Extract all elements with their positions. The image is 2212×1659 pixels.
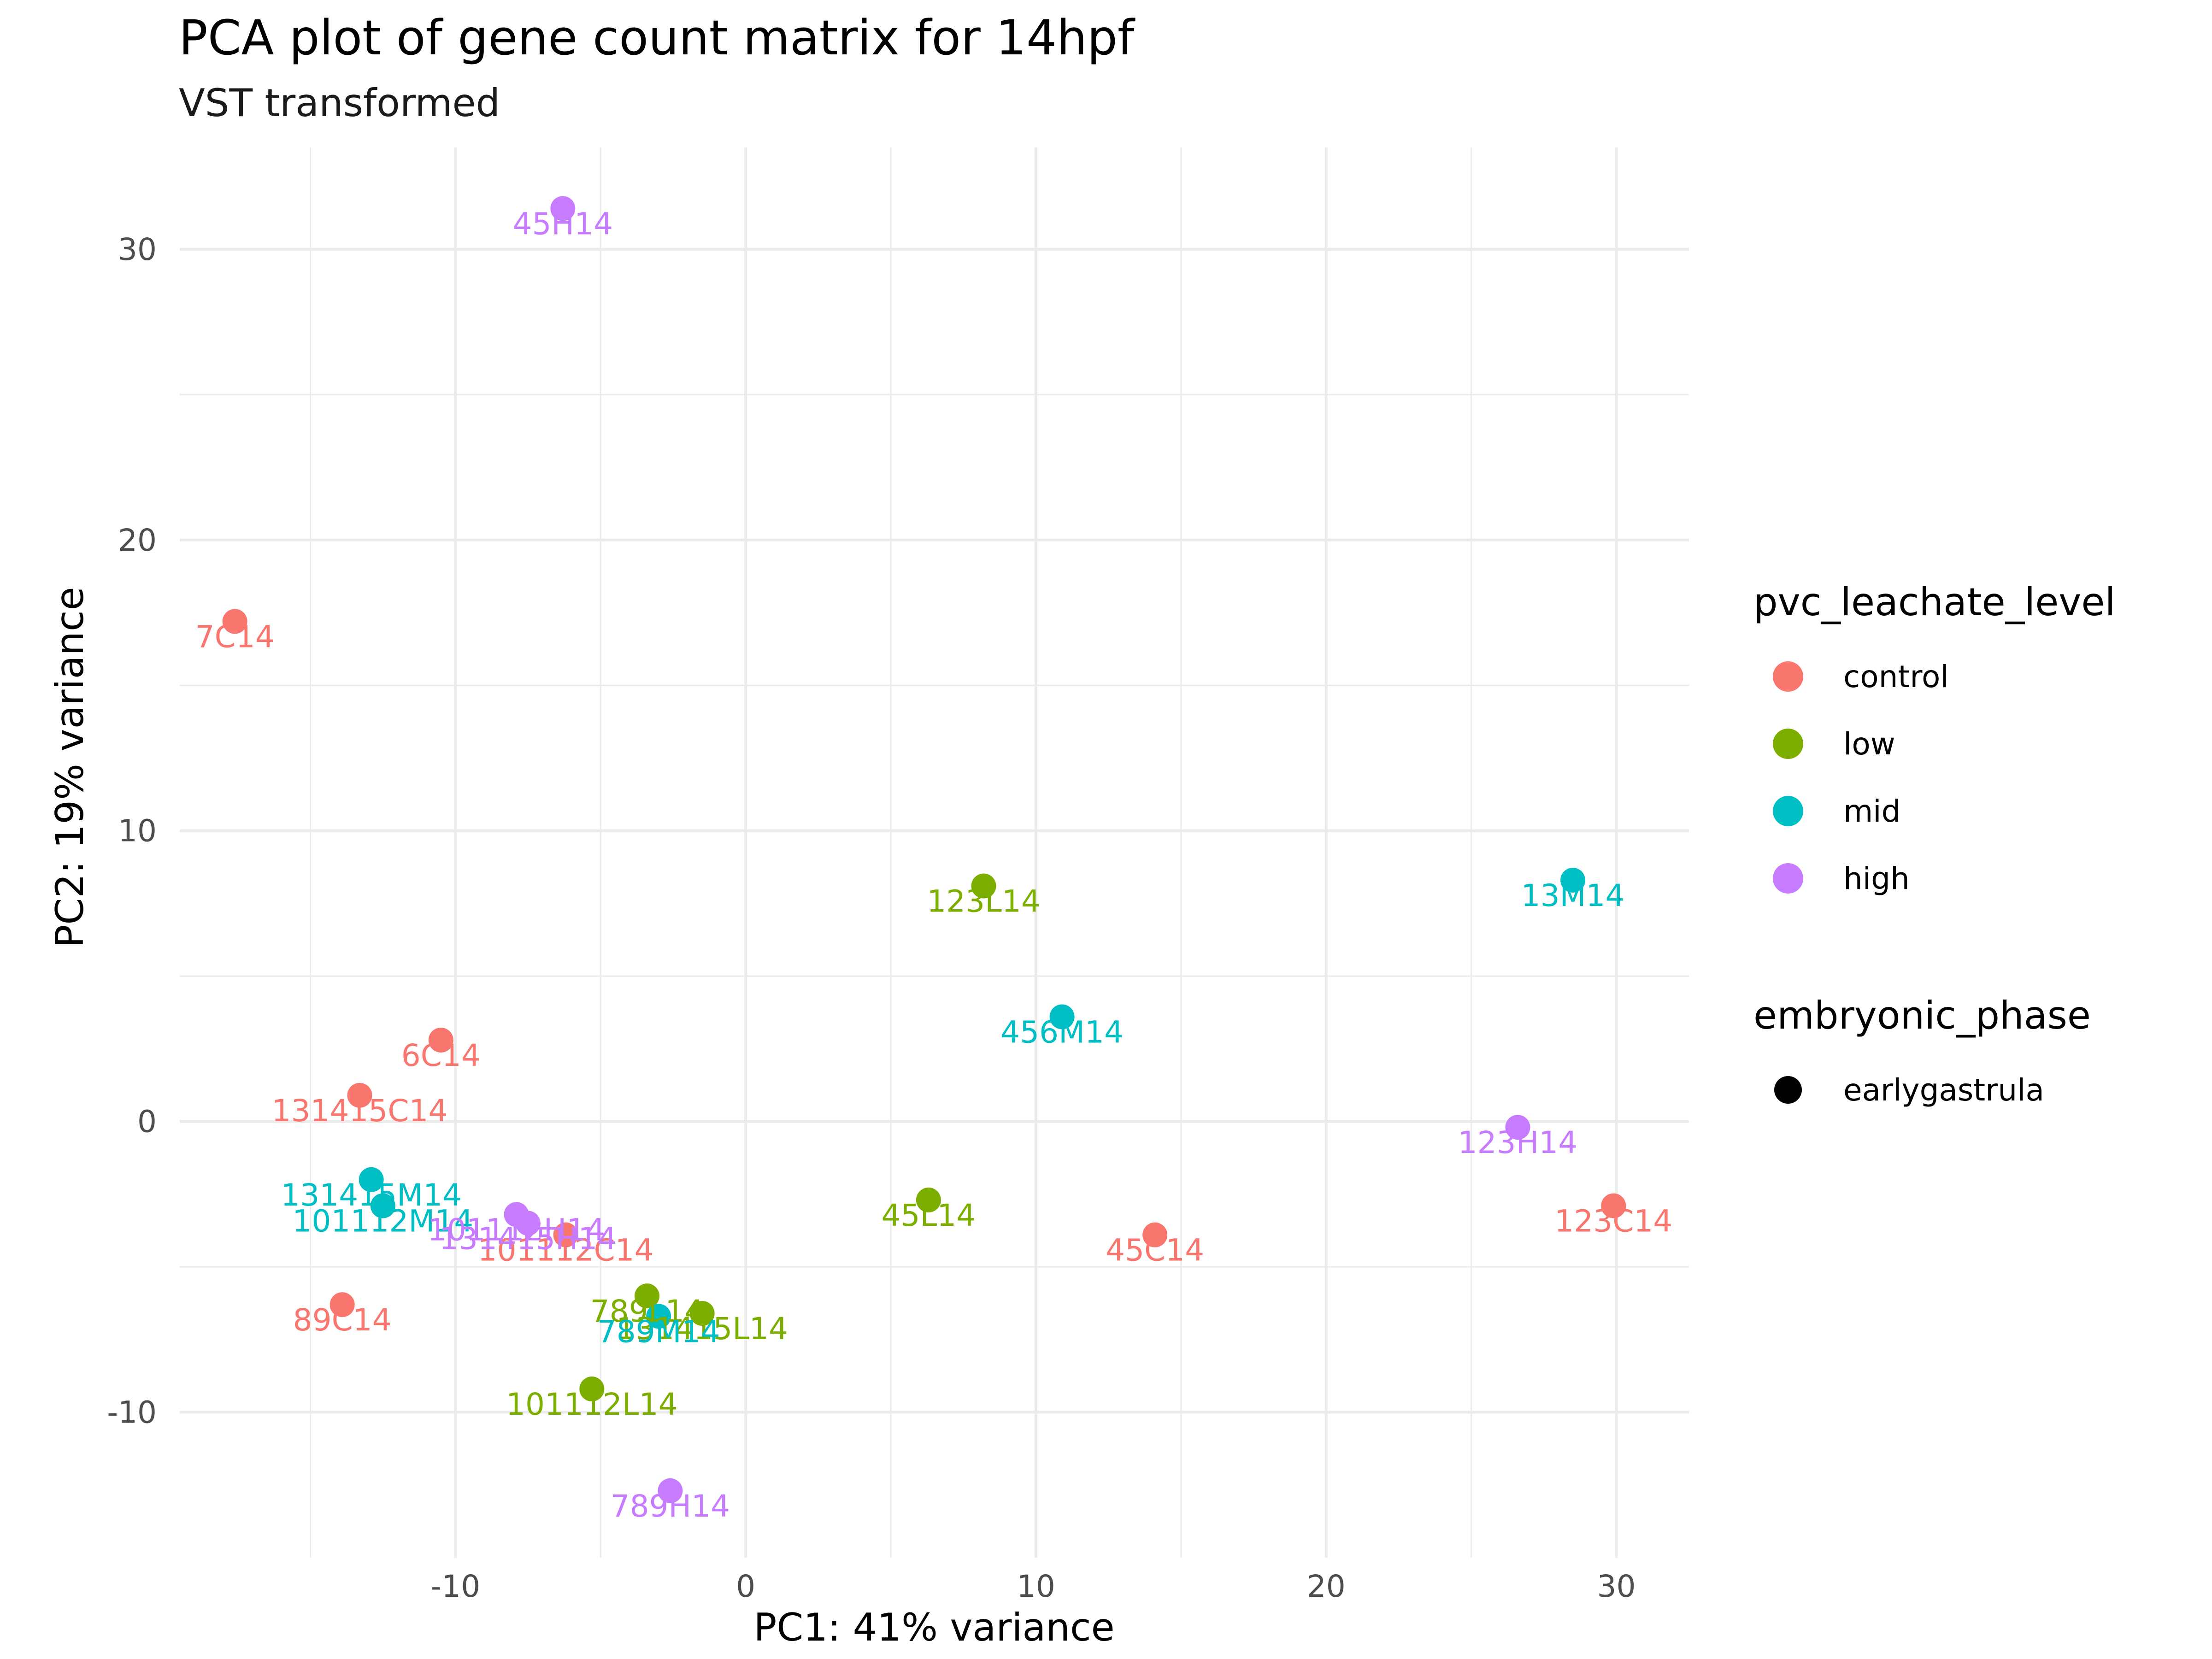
point-label: 101112H14 <box>428 1212 606 1248</box>
legend-shape-title: embryonic_phase <box>1753 993 2091 1038</box>
chart-subtitle: VST transformed <box>179 81 500 125</box>
y-tick-label: 0 <box>137 1104 157 1140</box>
legend: pvc_leachate_level control low mid high emb… <box>1753 580 2116 1108</box>
x-tick-label: -10 <box>430 1569 480 1604</box>
point-labels: 7C14 6C14 131415C14 101112C14 89C14 45C14 123C… <box>195 206 1673 1524</box>
point-label: 101112C14 <box>478 1233 654 1268</box>
point-label: 101112L14 <box>506 1387 678 1422</box>
legend-shape-key <box>1774 1076 1802 1104</box>
data-point-mid <box>1560 867 1586 893</box>
point-label: 101112M14 <box>292 1204 473 1239</box>
data-point-control <box>222 609 247 634</box>
legend-color-title: pvc_leachate_level <box>1753 580 2116 624</box>
data-point-low <box>634 1283 659 1309</box>
data-point-control <box>347 1082 372 1108</box>
data-point-high <box>658 1478 683 1503</box>
data-point-mid <box>646 1304 671 1329</box>
legend-key-low <box>1773 729 1803 759</box>
data-point-control <box>329 1292 355 1318</box>
legend-key-mid <box>1773 796 1803 826</box>
data-point-low <box>579 1377 605 1402</box>
point-label: 131415C14 <box>271 1093 447 1129</box>
data-point-low <box>916 1187 941 1212</box>
x-tick-label: 30 <box>1597 1569 1636 1604</box>
legend-label-control: control <box>1843 659 1949 694</box>
point-label: 45L14 <box>882 1198 976 1233</box>
legend-key-control <box>1773 661 1803 692</box>
legend-key-high <box>1773 863 1803 894</box>
data-point-control <box>1601 1193 1626 1218</box>
legend-shape-items: earlygastrula <box>1774 1072 2044 1108</box>
point-label: 45C14 <box>1106 1233 1204 1268</box>
data-point-control <box>553 1222 578 1247</box>
data-point-mid <box>370 1193 395 1218</box>
x-tick-label: 10 <box>1017 1569 1055 1604</box>
point-label: 6C14 <box>401 1038 481 1073</box>
point-label: 789L14 <box>590 1294 704 1329</box>
legend-shape-label: earlygastrula <box>1843 1072 2044 1108</box>
legend-color-items: control low mid high <box>1773 659 1949 896</box>
data-point-high <box>515 1211 541 1236</box>
point-label: 456M14 <box>1000 1014 1124 1050</box>
point-label: 123L14 <box>927 884 1041 919</box>
x-axis-title: PC1: 41% variance <box>753 1605 1114 1650</box>
point-label: 131415L14 <box>616 1311 788 1347</box>
data-point-low <box>971 873 996 899</box>
point-label: 123C14 <box>1554 1204 1672 1239</box>
data-point-mid <box>1049 1004 1075 1030</box>
data-point-mid <box>359 1167 384 1192</box>
gridlines <box>180 147 1689 1558</box>
point-label: 789H14 <box>611 1488 730 1524</box>
y-tick-label: -10 <box>107 1395 157 1430</box>
legend-label-low: low <box>1843 726 1895 762</box>
point-label: 123H14 <box>1458 1125 1578 1160</box>
tick-labels: -10 0 10 20 30 -10 0 10 20 30 <box>107 232 1635 1604</box>
y-tick-label: 30 <box>118 232 157 267</box>
y-tick-label: 20 <box>118 523 157 558</box>
y-tick-label: 10 <box>118 813 157 849</box>
x-tick-label: 0 <box>736 1569 755 1604</box>
point-label: 131415H14 <box>439 1221 617 1256</box>
y-axis-title: PC2: 19% variance <box>47 587 92 947</box>
data-point-control <box>1142 1222 1168 1247</box>
point-label: 7C14 <box>195 619 275 654</box>
data-points <box>222 196 1626 1503</box>
point-label: 789M14 <box>597 1314 720 1349</box>
point-label: 45H14 <box>513 206 613 241</box>
data-point-high <box>1505 1115 1530 1140</box>
legend-label-high: high <box>1843 861 1910 896</box>
legend-label-mid: mid <box>1843 794 1901 829</box>
point-label: 89C14 <box>293 1302 392 1338</box>
data-point-low <box>689 1301 715 1326</box>
point-label: 13M14 <box>1521 878 1625 913</box>
chart-title: PCA plot of gene count matrix for 14hpf <box>179 10 1135 66</box>
data-point-control <box>428 1027 453 1053</box>
x-tick-label: 20 <box>1307 1569 1346 1604</box>
data-point-high <box>550 196 576 221</box>
point-label: 131415M14 <box>281 1177 462 1213</box>
